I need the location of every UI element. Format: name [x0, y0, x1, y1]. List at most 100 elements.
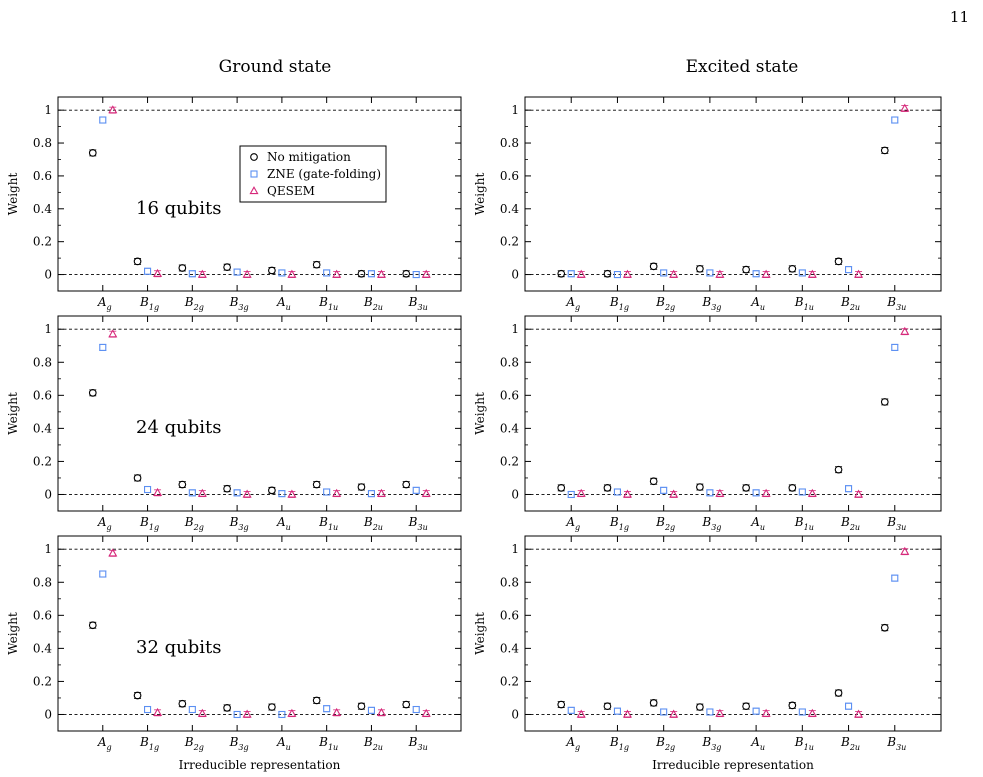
legend-label: QESEM	[267, 184, 315, 198]
y-tick-label: 0.6	[500, 388, 519, 402]
tick-label-b2g: B2g	[655, 295, 675, 312]
data-point-triangle	[761, 708, 771, 717]
data-point-circle	[603, 702, 612, 711]
tick-label-b1u: B1u	[318, 515, 338, 532]
data-point-circle	[88, 149, 97, 157]
data-point-square	[706, 489, 714, 497]
panel-5: 0 0.2 0.4 0.6 0.8 1 Ag B1g B2g B3g Au B1u B2u B3u Weig…	[6, 535, 462, 772]
data-point-circle	[834, 257, 843, 266]
data-point-circle	[696, 264, 704, 273]
data-point-square	[144, 485, 152, 494]
tick-label-au: Au	[276, 735, 291, 752]
data-point-square	[660, 269, 668, 277]
tick-label-ag: Ag	[97, 295, 112, 312]
data-point-triangle	[153, 707, 163, 716]
tick-label-b3g: B3g	[701, 515, 721, 532]
tick-label-b1g: B1g	[609, 515, 629, 532]
data-point-square	[144, 267, 152, 275]
tick-label-au: Au	[750, 295, 765, 312]
y-tick-label: 0.4	[33, 421, 52, 435]
y-axis-label: Weight	[473, 392, 487, 435]
data-point-triangle	[715, 269, 725, 278]
data-point-square	[278, 490, 286, 498]
data-point-triangle	[332, 707, 342, 716]
data-point-square	[567, 270, 575, 278]
tick-label-ag: Ag	[565, 735, 580, 752]
legend-label: No mitigation	[267, 150, 351, 164]
data-point-square	[323, 269, 331, 277]
legend-marker-square	[250, 170, 258, 178]
data-point-square	[613, 271, 621, 279]
tick-label-b2g: B2g	[184, 735, 204, 752]
y-tick-label: 0.2	[500, 454, 519, 468]
data-point-square	[706, 708, 714, 716]
tick-label-b2u: B2u	[840, 735, 860, 752]
data-point-triangle	[761, 488, 771, 497]
plot-frame	[524, 535, 942, 732]
data-point-square	[278, 710, 286, 719]
y-tick-label: 1	[44, 542, 52, 556]
y-tick-label: 1	[511, 103, 519, 117]
data-point-square	[367, 490, 375, 498]
data-point-circle	[557, 484, 566, 492]
data-point-square	[567, 706, 575, 714]
y-tick-label: 0.4	[500, 641, 519, 655]
data-point-square	[752, 707, 760, 715]
data-point-triangle	[287, 269, 297, 278]
y-tick-label: 0.4	[500, 421, 519, 435]
tick-label-b1g: B1g	[139, 295, 159, 312]
tick-label-b3g: B3g	[229, 295, 249, 312]
y-tick-label: 0	[44, 487, 52, 501]
tick-label-au: Au	[750, 515, 765, 532]
tick-label-b1u: B1u	[794, 735, 814, 752]
tick-label-b1u: B1u	[318, 735, 338, 752]
tick-label-ag: Ag	[565, 295, 580, 312]
data-point-triangle	[376, 488, 386, 497]
tick-label-b3g: B3g	[229, 735, 249, 752]
data-point-triangle	[287, 489, 297, 498]
y-tick-label: 0.4	[500, 202, 519, 216]
data-point-square	[99, 343, 107, 351]
data-point-circle	[788, 264, 797, 273]
data-point-circle	[178, 264, 187, 272]
data-point-triangle	[622, 709, 632, 718]
data-point-square	[323, 705, 331, 713]
y-axis-label: Weight	[473, 173, 487, 216]
tick-label-b3g: B3g	[701, 735, 721, 752]
tick-label-b2u: B2u	[840, 515, 860, 532]
y-axis-label: Weight	[6, 612, 20, 655]
tick-label-b2u: B2u	[840, 295, 860, 312]
data-point-circle	[649, 699, 658, 707]
plot-frame	[57, 315, 462, 512]
data-point-square	[752, 489, 760, 497]
data-point-circle	[742, 484, 750, 492]
tick-label-b2g: B2g	[184, 295, 204, 312]
data-point-triangle	[715, 488, 725, 497]
panel-6: 0 0.2 0.4 0.6 0.8 1 Ag B1g B2g B3g Au B1u B2u B3u Weig…	[473, 535, 942, 772]
tick-label-b3u: B3u	[408, 735, 428, 752]
data-point-triangle	[108, 548, 118, 557]
data-point-triangle	[854, 709, 864, 718]
tick-label-b3u: B3u	[408, 295, 428, 312]
y-tick-label: 0	[511, 707, 519, 721]
data-point-triangle	[108, 329, 118, 338]
y-tick-label: 1	[44, 322, 52, 336]
data-point-triangle	[576, 488, 586, 497]
data-point-square	[845, 485, 853, 493]
y-axis-label: Weight	[6, 392, 20, 435]
y-tick-label: 0.8	[33, 575, 52, 589]
data-point-square	[233, 489, 241, 497]
y-tick-label: 0	[44, 268, 52, 282]
data-point-triangle	[900, 546, 910, 555]
data-point-square	[233, 710, 241, 719]
data-point-circle	[268, 703, 276, 711]
data-point-triangle	[242, 269, 252, 278]
data-point-triangle	[421, 708, 431, 717]
tick-label-b2g: B2g	[184, 515, 204, 532]
legend: No mitigation ZNE (gate-folding) QESEM	[239, 145, 387, 203]
panel-4: 0 0.2 0.4 0.6 0.8 1 Ag B1g B2g B3g Au B1u B2u B3u Weig…	[473, 315, 942, 532]
tick-label-b2g: B2g	[655, 515, 675, 532]
data-point-circle	[788, 701, 797, 710]
data-point-square	[845, 266, 853, 274]
data-point-square	[798, 269, 806, 277]
